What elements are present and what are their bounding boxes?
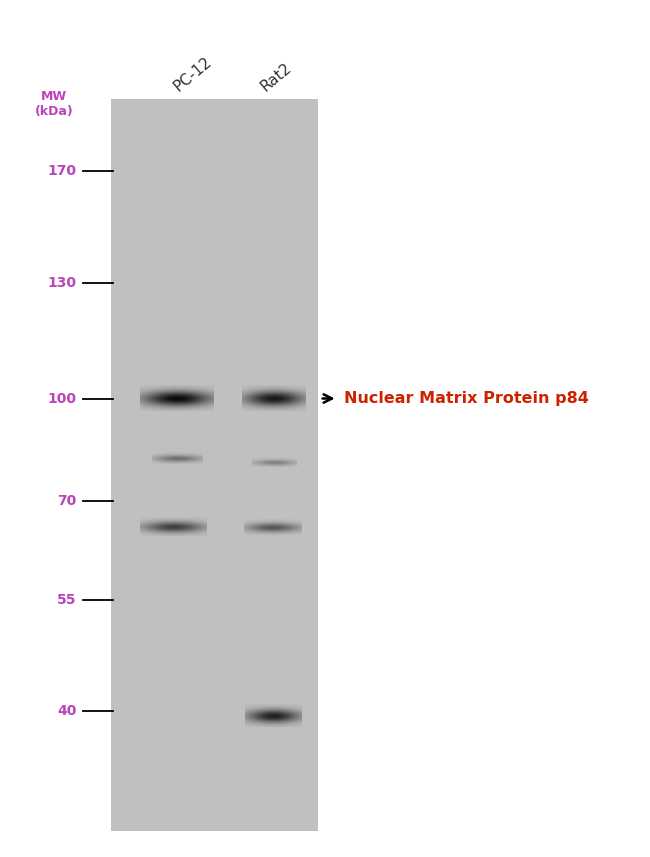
Text: 70: 70: [57, 494, 77, 508]
Text: 170: 170: [47, 165, 77, 178]
Text: Nuclear Matrix Protein p84: Nuclear Matrix Protein p84: [344, 391, 589, 406]
Text: 55: 55: [57, 593, 77, 607]
Text: 130: 130: [47, 276, 77, 290]
Text: PC-12: PC-12: [170, 54, 214, 94]
Text: MW
(kDa): MW (kDa): [34, 90, 73, 118]
FancyBboxPatch shape: [111, 99, 318, 831]
Text: 100: 100: [47, 392, 77, 405]
Text: Rat2: Rat2: [258, 60, 294, 94]
Text: 40: 40: [57, 704, 77, 718]
